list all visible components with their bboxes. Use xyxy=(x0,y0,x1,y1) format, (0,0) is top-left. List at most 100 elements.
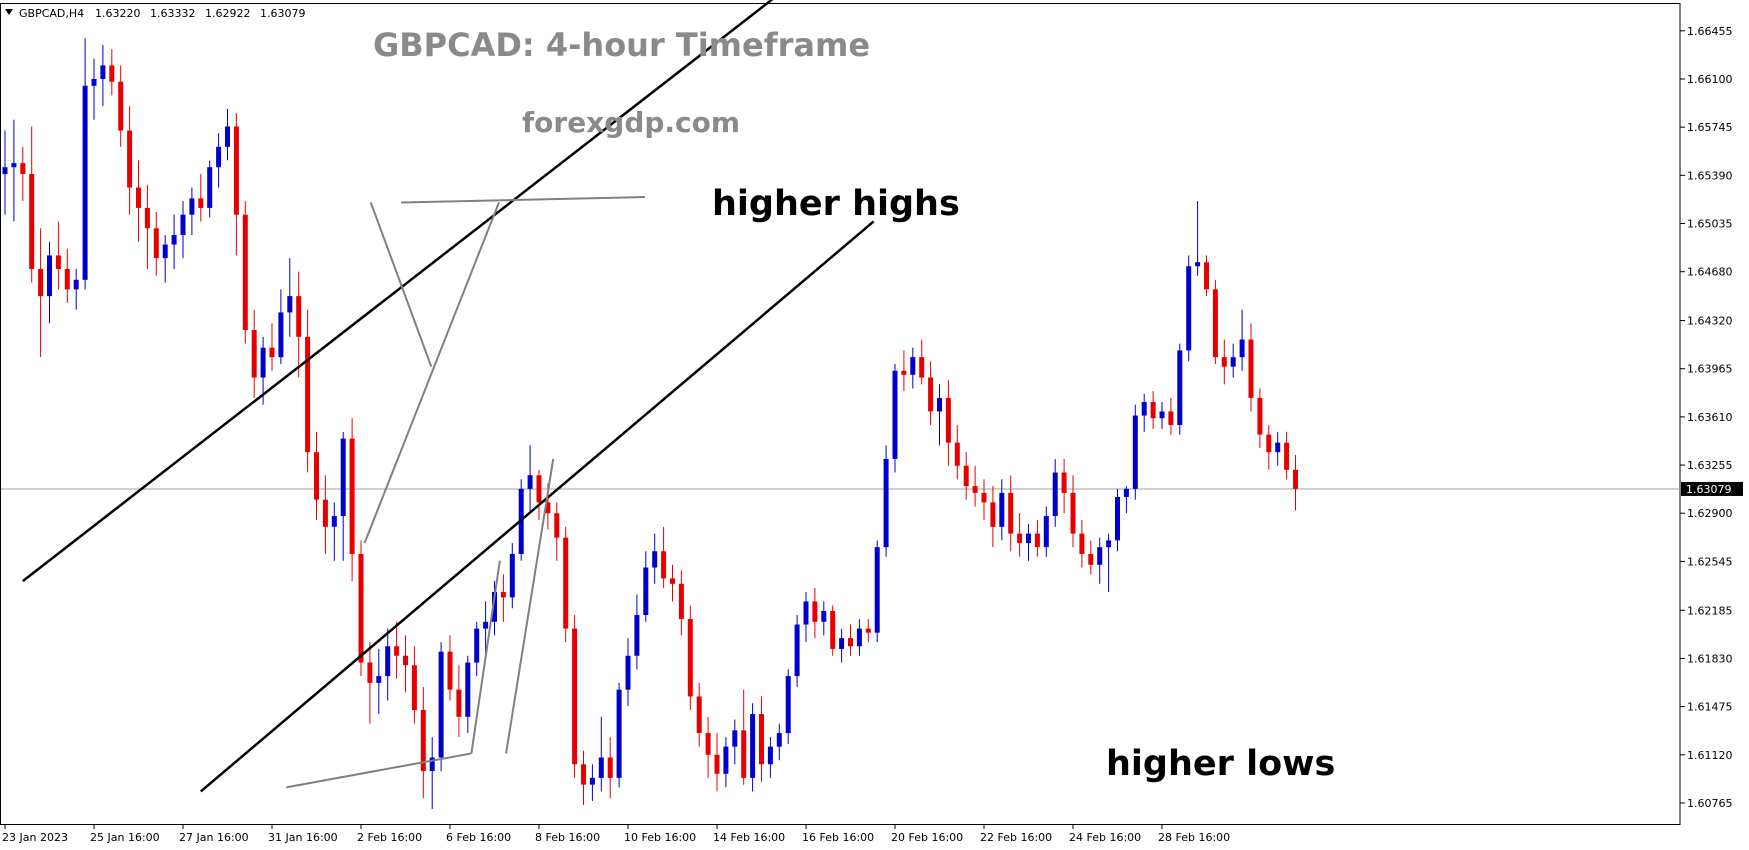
candle xyxy=(705,716,711,778)
y-tick-label: 1.65390 xyxy=(1687,169,1733,182)
candle-body xyxy=(340,438,346,516)
candle xyxy=(1204,255,1209,297)
candle-body xyxy=(1293,469,1298,489)
candle-body xyxy=(741,730,747,778)
candle-body xyxy=(661,551,667,579)
candle-body xyxy=(100,65,106,79)
candle xyxy=(1293,454,1298,511)
y-tick-label: 1.63610 xyxy=(1687,411,1733,424)
annotation-pointer-line xyxy=(286,752,472,789)
candle xyxy=(349,418,355,582)
candle-body xyxy=(572,628,578,765)
candle xyxy=(1132,404,1138,500)
candle xyxy=(634,594,640,670)
candle-body xyxy=(598,757,604,778)
y-tick-label: 1.62900 xyxy=(1687,507,1733,520)
y-tick-label: 1.63255 xyxy=(1687,459,1733,472)
candle xyxy=(465,655,471,734)
candle-body xyxy=(1061,472,1067,493)
candle-body xyxy=(1034,533,1040,548)
candle-body xyxy=(848,638,853,647)
dropdown-triangle-icon[interactable] xyxy=(5,9,13,15)
candle xyxy=(865,619,871,643)
candle xyxy=(732,719,738,765)
channel-upper-line xyxy=(22,0,774,583)
candle xyxy=(759,696,764,782)
candle xyxy=(127,106,133,215)
candle-body xyxy=(411,665,417,711)
candle-body xyxy=(1008,492,1014,534)
candle xyxy=(1177,343,1183,435)
candle xyxy=(616,682,622,788)
candle xyxy=(47,241,52,324)
annotation-pointers xyxy=(286,196,645,789)
candle-body xyxy=(1106,540,1112,548)
header-low: 1.62922 xyxy=(205,7,251,20)
candle-body xyxy=(910,357,916,375)
candle-body xyxy=(1221,357,1227,367)
candle xyxy=(1008,475,1014,552)
candle xyxy=(954,425,960,480)
header-high: 1.63332 xyxy=(150,7,196,20)
candle xyxy=(376,648,382,715)
candle xyxy=(358,540,364,677)
candle xyxy=(296,271,302,378)
y-tick-label: 1.62185 xyxy=(1687,604,1733,617)
candle xyxy=(785,669,791,744)
candle xyxy=(589,764,595,801)
candle xyxy=(830,605,836,656)
candle-body xyxy=(1123,488,1129,497)
candle-body xyxy=(500,591,506,598)
candle-body xyxy=(1284,442,1290,470)
candle-body xyxy=(1017,533,1023,544)
candle-body xyxy=(118,81,124,131)
candle-body xyxy=(625,655,631,690)
candle xyxy=(118,65,124,147)
candle xyxy=(269,323,275,371)
candle xyxy=(500,574,506,622)
candle xyxy=(153,211,159,276)
candle-body xyxy=(287,296,293,313)
candle xyxy=(696,682,702,747)
candle-body xyxy=(919,357,925,378)
candle-body xyxy=(1150,401,1156,419)
candle xyxy=(1284,431,1290,480)
y-tick-label: 1.63965 xyxy=(1687,363,1733,376)
candle xyxy=(411,646,417,724)
candle-body xyxy=(1088,553,1094,565)
candle xyxy=(278,289,284,364)
candle xyxy=(981,479,987,521)
candle xyxy=(1248,323,1254,412)
candle-body xyxy=(1239,339,1245,358)
header-info: GBPCAD,H4 1.63220 1.63332 1.62922 1.6307… xyxy=(5,7,306,20)
candle-body xyxy=(1079,533,1085,554)
candle-body xyxy=(305,336,311,453)
candle xyxy=(394,621,400,679)
candle xyxy=(198,173,204,222)
candle xyxy=(972,465,978,507)
candle-body xyxy=(785,676,791,734)
x-tick-label: 10 Feb 16:00 xyxy=(624,831,696,844)
candle-body xyxy=(821,610,827,622)
candle-body xyxy=(581,764,586,785)
candle xyxy=(403,635,408,693)
x-tick-label: 28 Feb 16:00 xyxy=(1158,831,1230,844)
candle xyxy=(55,221,61,290)
candle-body xyxy=(20,163,26,174)
candle xyxy=(1097,537,1103,584)
y-tick-label: 1.66455 xyxy=(1687,25,1733,38)
candle xyxy=(643,551,649,622)
candle xyxy=(839,628,845,663)
trend-channel xyxy=(22,0,875,793)
candle-body xyxy=(1257,397,1263,435)
candle xyxy=(1257,388,1263,449)
candle-body xyxy=(394,646,400,656)
candle xyxy=(750,703,756,792)
candle xyxy=(82,38,88,290)
annotation-higher-highs: higher highs xyxy=(712,184,960,224)
candle-body xyxy=(670,578,675,584)
candle-body xyxy=(296,296,302,337)
x-tick-label: 6 Feb 16:00 xyxy=(446,831,511,844)
candle-body xyxy=(705,733,711,755)
